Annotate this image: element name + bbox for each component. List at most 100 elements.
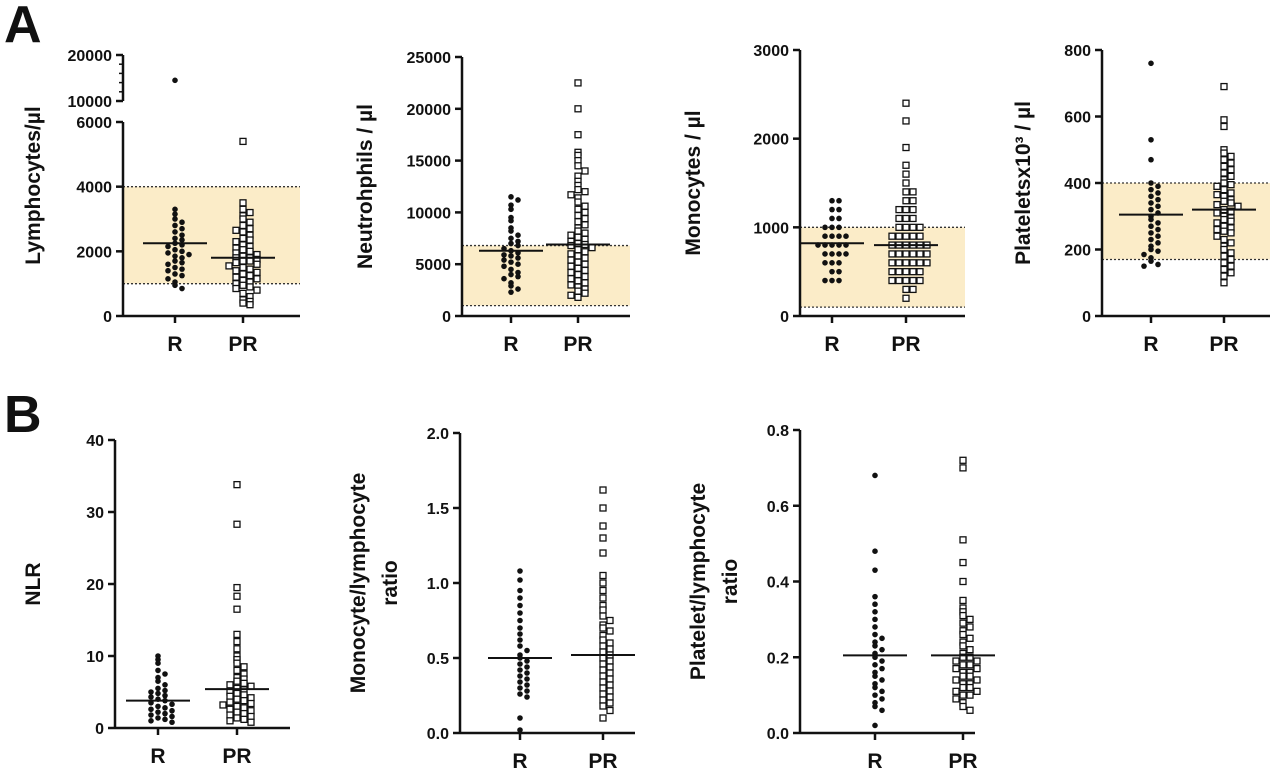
data-point-r <box>1148 206 1154 213</box>
data-point-pr <box>232 226 240 234</box>
data-point-pr <box>240 715 248 724</box>
data-point-r <box>517 577 523 583</box>
data-point-pr <box>888 250 896 258</box>
data-point-pr <box>952 657 960 665</box>
data-point-pr <box>239 221 247 230</box>
y-tick-label: 200 <box>1064 243 1091 260</box>
data-point-pr <box>1227 262 1235 270</box>
data-point-pr <box>567 241 575 250</box>
data-point-pr <box>239 263 247 272</box>
data-point-r <box>179 272 185 279</box>
data-point-pr <box>1220 179 1228 187</box>
y-tick-label: 10000 <box>407 205 452 222</box>
data-point-r <box>515 255 521 261</box>
x-category-label: R <box>512 750 527 773</box>
data-point-pr <box>599 606 607 614</box>
data-point-pr <box>959 464 967 472</box>
data-point-r <box>879 665 885 672</box>
data-point-pr <box>599 636 607 644</box>
data-point-r <box>508 206 514 213</box>
data-point-pr <box>599 690 607 698</box>
data-point-pr <box>973 657 981 665</box>
data-point-pr <box>246 225 254 233</box>
data-point-pr <box>226 711 234 719</box>
data-point-r <box>872 631 878 638</box>
data-point-r <box>822 251 828 257</box>
chart-1: 0 2000 4000 6000 10000 20000 R PR Lymphocytes/µl <box>22 48 300 356</box>
data-point-pr <box>916 250 924 258</box>
data-point-pr <box>574 105 582 113</box>
data-point-r <box>172 211 178 217</box>
data-point-pr <box>567 262 575 270</box>
data-point-pr <box>966 615 974 624</box>
data-point-pr <box>239 199 247 207</box>
data-point-r <box>179 254 185 261</box>
data-point-pr <box>1220 169 1228 177</box>
data-point-pr <box>574 162 582 170</box>
y-tick-label: 3000 <box>753 43 789 60</box>
data-point-pr <box>599 702 607 710</box>
chart-4: 0 200 400 600 800 R PR Plateletsx10³ / µl <box>1012 43 1270 356</box>
data-point-pr <box>247 699 255 708</box>
data-point-pr <box>902 223 910 231</box>
data-point-r <box>517 625 523 631</box>
data-point-pr <box>966 623 974 631</box>
y-tick-label: 20000 <box>68 48 113 65</box>
data-point-r <box>517 631 523 637</box>
data-point-pr <box>599 594 607 602</box>
y-tick-label: 1000 <box>753 220 789 237</box>
data-point-pr <box>606 627 614 635</box>
data-point-pr <box>574 258 582 266</box>
data-point-pr <box>246 283 254 291</box>
data-point-pr <box>567 256 575 264</box>
data-point-pr <box>581 266 589 275</box>
data-point-r <box>162 671 168 677</box>
data-point-pr <box>1227 199 1235 207</box>
data-point-pr <box>574 227 582 235</box>
data-point-r <box>148 694 154 700</box>
data-point-r <box>165 267 171 274</box>
data-point-r <box>836 215 842 222</box>
panel-label-a: A <box>4 0 42 54</box>
y-axis-title: Neutrohphils / µl <box>354 104 377 269</box>
data-point-pr <box>581 221 589 229</box>
data-point-pr <box>916 276 924 285</box>
data-point-pr <box>916 259 924 267</box>
data-point-r <box>162 705 168 711</box>
y-tick-label: 800 <box>1064 43 1091 60</box>
data-point-r <box>162 682 168 688</box>
data-point-r <box>879 646 885 653</box>
y-tick-label: 0.2 <box>767 650 789 667</box>
chart-7: 0.0 0.2 0.4 0.6 0.8 R PR Platelet/lymphocyte rat… <box>687 423 995 773</box>
data-point-pr <box>574 252 582 260</box>
data-point-pr <box>599 696 607 704</box>
data-point-pr <box>253 268 261 277</box>
y-axis-title: Monocytes / µl <box>682 110 705 255</box>
y-tick-label: 0.8 <box>767 423 789 440</box>
data-point-pr <box>240 663 248 671</box>
data-point-pr <box>606 657 614 665</box>
data-point-pr <box>599 714 607 722</box>
data-point-pr <box>1227 189 1235 197</box>
data-point-pr <box>902 214 910 223</box>
data-point-pr <box>574 185 582 194</box>
data-point-pr <box>1220 272 1228 280</box>
data-point-r <box>517 661 523 667</box>
data-point-r <box>836 268 842 275</box>
data-point-r <box>836 197 842 204</box>
data-point-pr <box>959 683 967 692</box>
data-point-r <box>517 643 523 649</box>
data-point-pr <box>966 653 974 661</box>
data-point-pr <box>233 583 241 592</box>
data-point-pr <box>902 143 910 152</box>
data-point-pr <box>233 520 241 528</box>
y-tick-label: 0.0 <box>427 726 449 743</box>
y-tick-label: 4000 <box>76 180 112 197</box>
data-point-r <box>179 219 185 226</box>
data-point-pr <box>973 676 981 684</box>
data-point-r <box>172 77 178 84</box>
data-point-r <box>517 568 523 574</box>
data-point-r <box>524 676 530 682</box>
data-point-pr <box>239 137 247 146</box>
data-point-r <box>524 694 530 700</box>
